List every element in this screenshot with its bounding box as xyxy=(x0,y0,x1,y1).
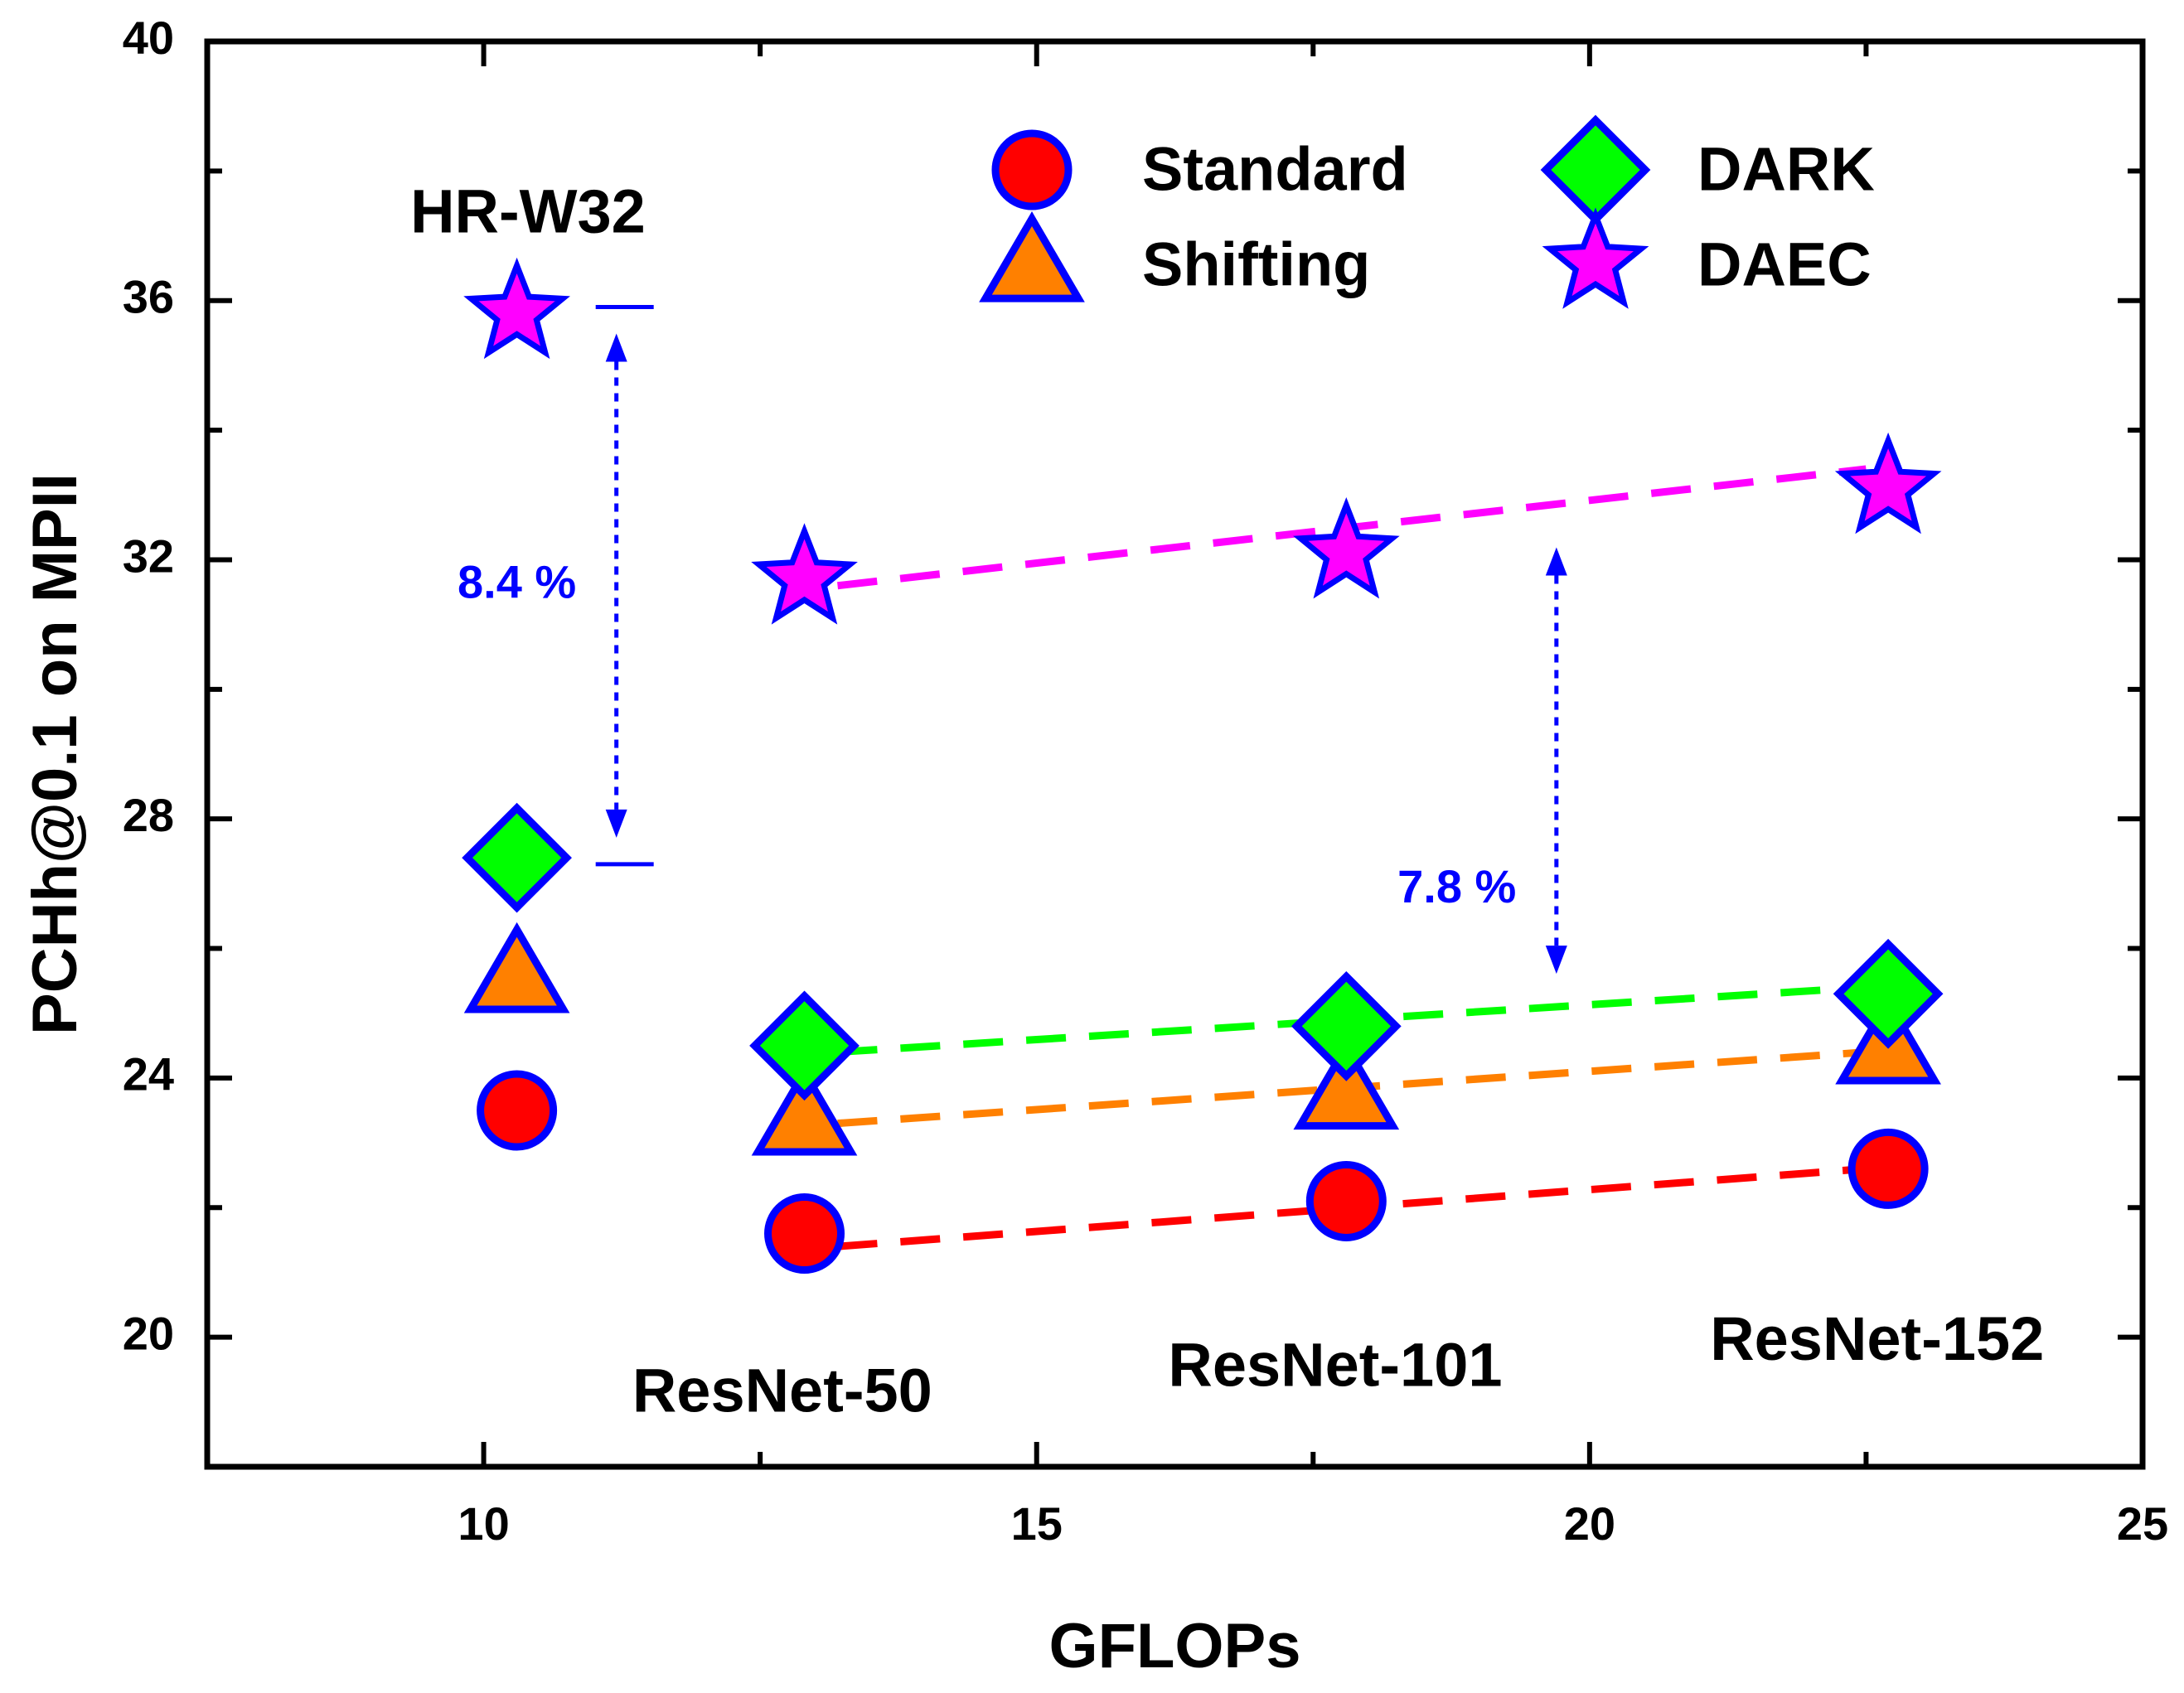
marker-dark-4 xyxy=(1833,938,1944,1049)
x-tick-label-15: 15 xyxy=(1011,1497,1063,1550)
marker-standard-4 xyxy=(1847,1128,1929,1209)
legend-label-standard: Standard xyxy=(1142,135,1408,204)
model-label-resnet-50: ResNet-50 xyxy=(632,1357,932,1425)
model-label-resnet-152: ResNet-152 xyxy=(1710,1304,2044,1373)
axes: 10 15 20 25 20 24 28 32 36 40 GFLOPs PCHh@0.1 on MP… xyxy=(20,12,2168,1681)
y-axis-title: PCHh@0.1 on MPII xyxy=(20,473,90,1035)
marker-dark-2 xyxy=(749,990,860,1101)
marker-dark-3 xyxy=(1291,970,1402,1081)
annotation-label-1: 8.4 % xyxy=(458,556,576,608)
marker-dark-1 xyxy=(462,802,572,913)
y-tick-label-20: 20 xyxy=(123,1307,174,1359)
trend-lines xyxy=(837,465,1867,1250)
legend-marker-standard xyxy=(991,129,1073,210)
marker-daec-3 xyxy=(1293,496,1400,599)
plot-frame xyxy=(204,38,2146,1470)
annotation-label-2: 7.8 % xyxy=(1397,860,1516,912)
legend-marker-daec xyxy=(1542,207,1649,309)
y-tick-label-40: 40 xyxy=(123,12,174,64)
data-markers xyxy=(462,257,1944,1275)
marker-shifting-3 xyxy=(1293,1038,1400,1130)
y-tick-label-32: 32 xyxy=(123,530,174,582)
marker-standard-2 xyxy=(764,1193,845,1275)
marker-shifting-2 xyxy=(751,1064,858,1156)
legend-label-dark: DARK xyxy=(1697,135,1875,204)
annotation-arrow-head-down-1 xyxy=(605,809,627,838)
legend-marker-dark xyxy=(1540,114,1651,225)
marker-shifting-1 xyxy=(463,921,570,1013)
model-label-hr-w32: HR-W32 xyxy=(410,177,646,246)
annotation-arrow-head-up-2 xyxy=(1545,547,1567,576)
y-tick-label-36: 36 xyxy=(123,271,174,323)
x-tick-label-10: 10 xyxy=(458,1497,509,1550)
x-tick-label-20: 20 xyxy=(1564,1497,1615,1550)
model-labels: HR-W32 ResNet-50 ResNet-101 ResNet-152 xyxy=(410,177,2044,1425)
x-axis-title: GFLOPs xyxy=(1048,1611,1300,1681)
legend-marker-shifting xyxy=(979,211,1085,302)
annotation-arrow-head-down-2 xyxy=(1545,946,1567,975)
x-tick-label-25: 25 xyxy=(2117,1497,2168,1550)
marker-standard-3 xyxy=(1305,1160,1387,1241)
marker-daec-2 xyxy=(751,523,858,625)
annotation-arrow-head-up-1 xyxy=(605,333,627,362)
legend: Standard Shifting DARK DAEC xyxy=(979,114,1875,309)
model-label-resnet-101: ResNet-101 xyxy=(1168,1330,1502,1399)
annotations: 8.4 % 7.8 % xyxy=(458,305,1567,975)
y-tick-label-24: 24 xyxy=(123,1048,174,1100)
marker-standard-1 xyxy=(477,1070,558,1151)
y-tick-label-28: 28 xyxy=(123,789,174,841)
marker-daec-4 xyxy=(1834,432,1942,535)
legend-label-daec: DAEC xyxy=(1697,230,1872,299)
marker-daec-1 xyxy=(463,257,570,360)
legend-label-shifting: Shifting xyxy=(1142,230,1370,299)
